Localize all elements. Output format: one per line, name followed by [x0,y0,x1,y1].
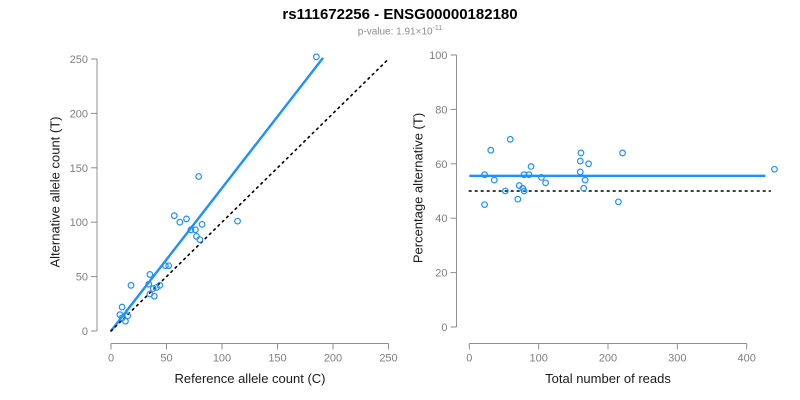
data-point [487,146,495,154]
data-point [183,215,190,223]
y-tick-label: 0 [441,322,447,334]
x-tick-label: 200 [599,353,617,365]
data-point [146,271,154,278]
y-tick-label: 200 [70,108,88,120]
y-tick-label: 80 [435,104,447,116]
data-point [195,173,203,180]
data-point [481,201,488,209]
y-tick-label: 0 [82,326,88,338]
x-tick-label: 200 [324,353,342,365]
figure-subtitle: p-value: 1.91×10-11 [0,25,800,37]
identity-line [110,58,390,332]
data-point [127,281,135,289]
data-point [771,165,778,173]
data-point [520,171,528,179]
y-tick-label: 60 [435,159,447,171]
x-tick-label: 250 [379,353,397,365]
data-point [145,280,153,288]
figure-title: rs111672256 - ENSG00000182180 [282,6,518,23]
data-point [198,220,206,228]
data-point [576,168,584,176]
regression-line [110,57,324,332]
data-point [176,218,184,226]
data-point [118,303,126,311]
data-point [124,312,132,320]
data-point [580,184,588,192]
data-point [581,176,589,184]
data-point [165,262,173,270]
data-point [312,53,320,61]
data-point [187,226,195,234]
data-point [538,173,545,181]
x-tick-label: 0 [108,353,114,365]
data-point [122,317,129,325]
x-tick-label: 150 [268,353,286,365]
data-point [577,149,585,157]
data-point [615,198,622,206]
data-point [514,195,522,203]
data-point [234,217,241,225]
data-point [576,157,584,165]
left-yaxis-title: Alternative allele count (T) [47,116,63,268]
data-point [520,187,528,195]
y-tick-label: 150 [70,163,88,175]
data-point [196,236,204,244]
pvalue-text: p-value: 1.91×10 [357,26,433,38]
data-point [527,163,535,170]
data-point [525,171,533,179]
data-point [156,281,164,289]
data-point [481,171,488,179]
y-tick-label: 100 [429,50,447,62]
left-xaxis-title: Reference allele count (C) [174,371,326,386]
right-xaxis-title: Total number of reads [545,371,671,386]
y-tick-label: 40 [435,213,447,225]
data-point [585,160,592,168]
data-point [150,292,158,300]
x-tick-label: 50 [160,353,172,365]
x-tick-label: 0 [466,353,472,365]
data-point [149,285,157,292]
x-tick-label: 100 [213,353,231,365]
data-point [191,226,199,234]
right-yaxis-title: Percentage alternative (T) [410,112,426,264]
y-tick-label: 50 [76,272,88,284]
pvalue-exponent: -11 [432,25,443,32]
data-point [161,262,169,270]
y-tick-label: 100 [70,217,88,229]
y-tick-label: 250 [70,54,88,66]
x-tick-label: 400 [738,353,756,365]
y-tick-label: 20 [435,268,447,280]
x-tick-label: 100 [529,353,547,365]
data-point [542,179,549,187]
data-point [170,212,178,220]
data-point [501,187,509,195]
data-point [619,149,626,157]
data-point [193,232,200,240]
data-point [490,176,498,184]
x-tick-label: 300 [668,353,686,365]
data-point [506,135,514,143]
